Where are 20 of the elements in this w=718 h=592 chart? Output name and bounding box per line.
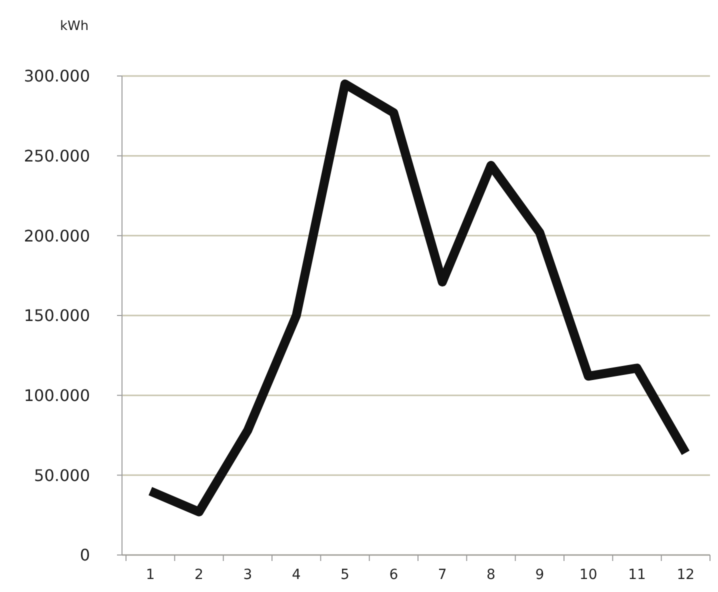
y-tick-label: 50.000: [34, 466, 90, 485]
y-tick-label: 150.000: [24, 306, 90, 326]
x-tick-label: 7: [438, 567, 447, 583]
x-tick-label: 10: [579, 567, 598, 583]
y-tick-label: 250.000: [24, 146, 90, 166]
y-tick-label: 200.000: [24, 226, 90, 246]
y-tick-label: 0: [80, 546, 90, 565]
x-tick-label: 9: [535, 567, 544, 583]
y-tick-label: 100.000: [24, 386, 90, 405]
x-tick-label: 12: [676, 567, 695, 583]
x-tick-label: 2: [194, 567, 204, 583]
x-tick-label: 11: [628, 567, 646, 583]
x-tick-label: 4: [292, 567, 301, 583]
x-tick-label: 6: [389, 567, 398, 583]
x-tick-label: 5: [340, 567, 350, 583]
x-tick-label: 3: [243, 567, 252, 583]
x-tick-label: 1: [146, 567, 155, 583]
y-tick-label: 300.000: [24, 66, 90, 86]
x-tick-label: 8: [486, 567, 496, 583]
y-axis-title: kWh: [60, 19, 89, 34]
